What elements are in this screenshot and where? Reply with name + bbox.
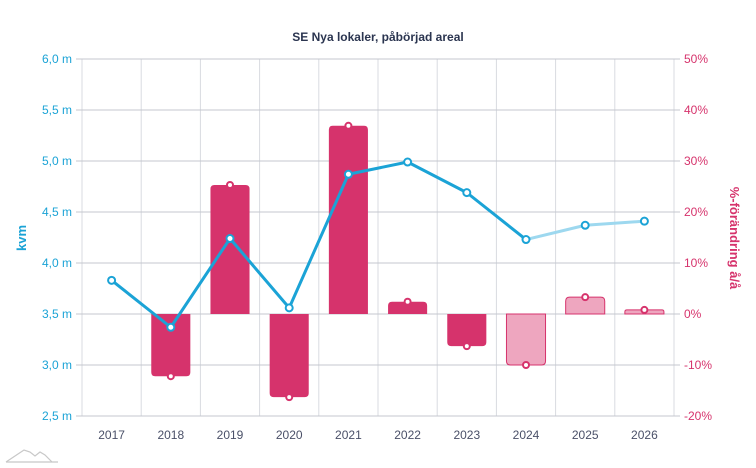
y-axis-left-label: kvm <box>14 225 29 251</box>
bar <box>269 314 309 398</box>
mountain-logo-icon <box>5 449 58 463</box>
x-tick: 2017 <box>98 428 125 442</box>
y-tick-right: -20% <box>684 409 712 423</box>
line-point <box>403 157 413 167</box>
left-axis: 2,5 m 3,0 m 3,5 m 4,0 m 4,5 m 5,0 m 5,5 m 6,0 m <box>42 52 72 423</box>
bar <box>328 125 368 314</box>
line-point <box>166 322 176 332</box>
x-tick: 2025 <box>572 428 599 442</box>
bar-marker <box>403 297 412 306</box>
y-axis-right-label: %-förändring å/å <box>727 187 742 290</box>
bar-marker <box>166 372 175 381</box>
line-point <box>343 169 353 179</box>
line-point <box>462 188 472 198</box>
y-tick-left: 2,5 m <box>42 409 72 423</box>
chart-title: SE Nya lokaler, påbörjad areal <box>292 30 463 44</box>
y-tick-left: 3,0 m <box>42 358 72 372</box>
bar <box>505 313 547 366</box>
bar <box>151 314 191 377</box>
bar-marker <box>226 180 234 189</box>
y-tick-right: -10% <box>684 358 712 372</box>
line-point <box>107 275 117 285</box>
y-tick-left: 4,0 m <box>42 256 72 270</box>
x-tick: 2026 <box>631 428 658 442</box>
bar-marker <box>522 361 530 369</box>
y-tick-left: 5,5 m <box>42 103 72 117</box>
y-tick-left: 5,0 m <box>42 154 72 168</box>
bar-marker <box>462 342 471 351</box>
line-point <box>639 216 649 226</box>
bar-marker <box>581 293 590 302</box>
bar-marker <box>640 305 649 314</box>
bar-marker <box>344 121 353 130</box>
line-point <box>580 220 590 230</box>
line-point <box>225 234 235 244</box>
x-tick: 2019 <box>217 428 244 442</box>
line-path-actual <box>110 160 527 329</box>
line-series <box>107 157 649 332</box>
x-tick: 2020 <box>276 428 303 442</box>
bar <box>210 184 250 314</box>
y-tick-right: 20% <box>684 205 708 219</box>
y-tick-left: 3,5 m <box>42 307 72 321</box>
y-tick-right: 40% <box>684 103 708 117</box>
y-tick-right: 50% <box>684 52 708 66</box>
bar <box>565 296 606 315</box>
y-tick-left: 6,0 m <box>42 52 72 66</box>
x-tick: 2023 <box>453 428 480 442</box>
y-tick-right: 10% <box>684 256 708 270</box>
right-axis: -20% -10% 0% 10% 20% 30% 40% 50% <box>684 52 712 423</box>
x-tick: 2021 <box>335 428 362 442</box>
x-tick: 2022 <box>394 428 421 442</box>
x-tick: 2018 <box>157 428 184 442</box>
bar-series <box>151 121 665 402</box>
bar <box>388 301 428 314</box>
y-tick-right: 30% <box>684 154 708 168</box>
line-point <box>521 235 531 245</box>
bar <box>447 314 487 347</box>
y-tick-right: 0% <box>684 307 702 321</box>
y-tick-left: 4,5 m <box>42 205 72 219</box>
bar-marker <box>285 393 294 402</box>
x-tick: 2024 <box>513 428 540 442</box>
x-axis: 2017 2018 2019 2020 2021 2022 2023 2024 2025 2026 <box>98 428 658 442</box>
line-point <box>284 303 294 313</box>
